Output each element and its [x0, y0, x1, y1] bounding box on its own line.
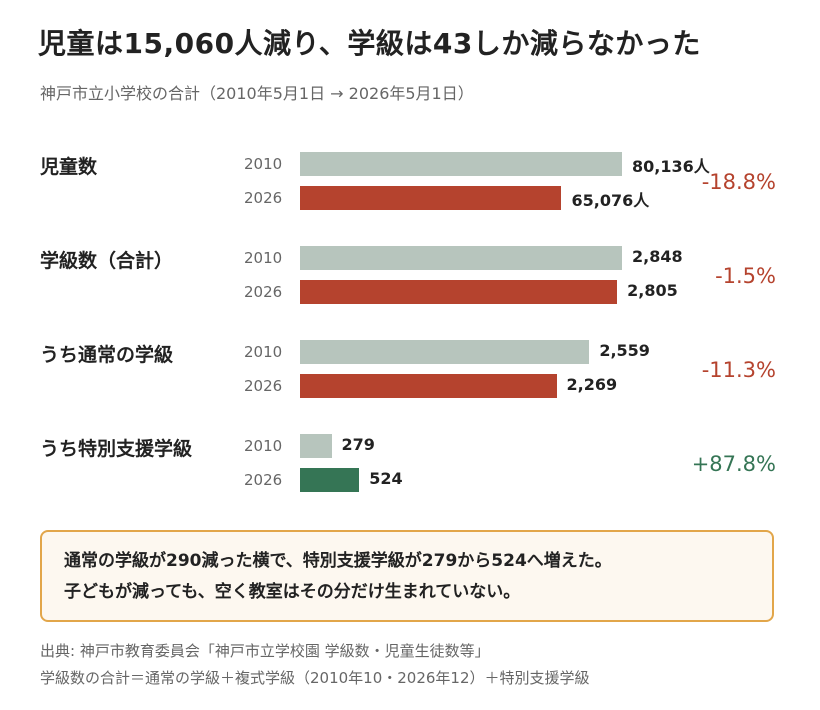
category-label: うち特別支援学級 [40, 438, 193, 460]
bar-2010 [300, 152, 622, 176]
year-tick-label: 2010 [244, 249, 283, 267]
data-label: 65,076人 [571, 191, 650, 210]
bar-2026 [300, 468, 360, 492]
change-percent-label: -11.3% [701, 358, 776, 382]
note-box: 通常の学級が290減った横で、特別支援学級が279から524へ増えた。 子どもが… [40, 530, 774, 622]
year-tick-label: 2010 [244, 437, 283, 455]
bar-2026 [300, 374, 557, 398]
year-tick-label: 2026 [244, 283, 283, 301]
source-line-2: 学級数の合計＝通常の学級＋複式学級（2010年10・2026年12）＋特別支援学… [40, 669, 590, 687]
year-tick-label: 2026 [244, 377, 283, 395]
note-line-2: 子どもが減っても、空く教室はその分だけ生まれていない。 [64, 582, 521, 602]
data-label: 2,559 [599, 341, 650, 360]
source-line-1: 出典: 神戸市教育委員会「神戸市立学校園 学級数・児童生徒数等」 [40, 642, 490, 660]
bar-2010 [300, 340, 590, 364]
note-line-1: 通常の学級が290減った横で、特別支援学級が279から524へ増えた。 [64, 551, 612, 571]
data-label: 2,269 [566, 375, 618, 394]
category-label: 学級数（合計） [40, 250, 174, 272]
chart-title: 児童は15,060人減り、学級は43しか減らなかった [38, 27, 701, 60]
year-tick-label: 2026 [244, 189, 283, 207]
data-label: 80,136人 [632, 157, 710, 176]
data-label: 2,848 [632, 247, 683, 266]
bar-2026 [300, 280, 618, 304]
year-tick-label: 2010 [244, 155, 283, 173]
year-tick-label: 2026 [244, 471, 283, 489]
change-percent-label: -18.8% [701, 170, 776, 194]
change-percent-label: -1.5% [715, 264, 776, 288]
category-label: うち通常の学級 [40, 344, 174, 366]
data-label: 524 [369, 469, 403, 488]
bar-2010 [300, 434, 332, 458]
change-percent-label: +87.8% [691, 452, 776, 476]
bar-2010 [300, 246, 622, 270]
category-label: 児童数 [40, 156, 98, 178]
bar-2026 [300, 186, 562, 210]
data-label: 2,805 [627, 281, 678, 300]
chart-subtitle: 神戸市立小学校の合計（2010年5月1日 → 2026年5月1日） [40, 84, 474, 103]
data-label: 279 [341, 435, 375, 454]
year-tick-label: 2010 [244, 343, 283, 361]
